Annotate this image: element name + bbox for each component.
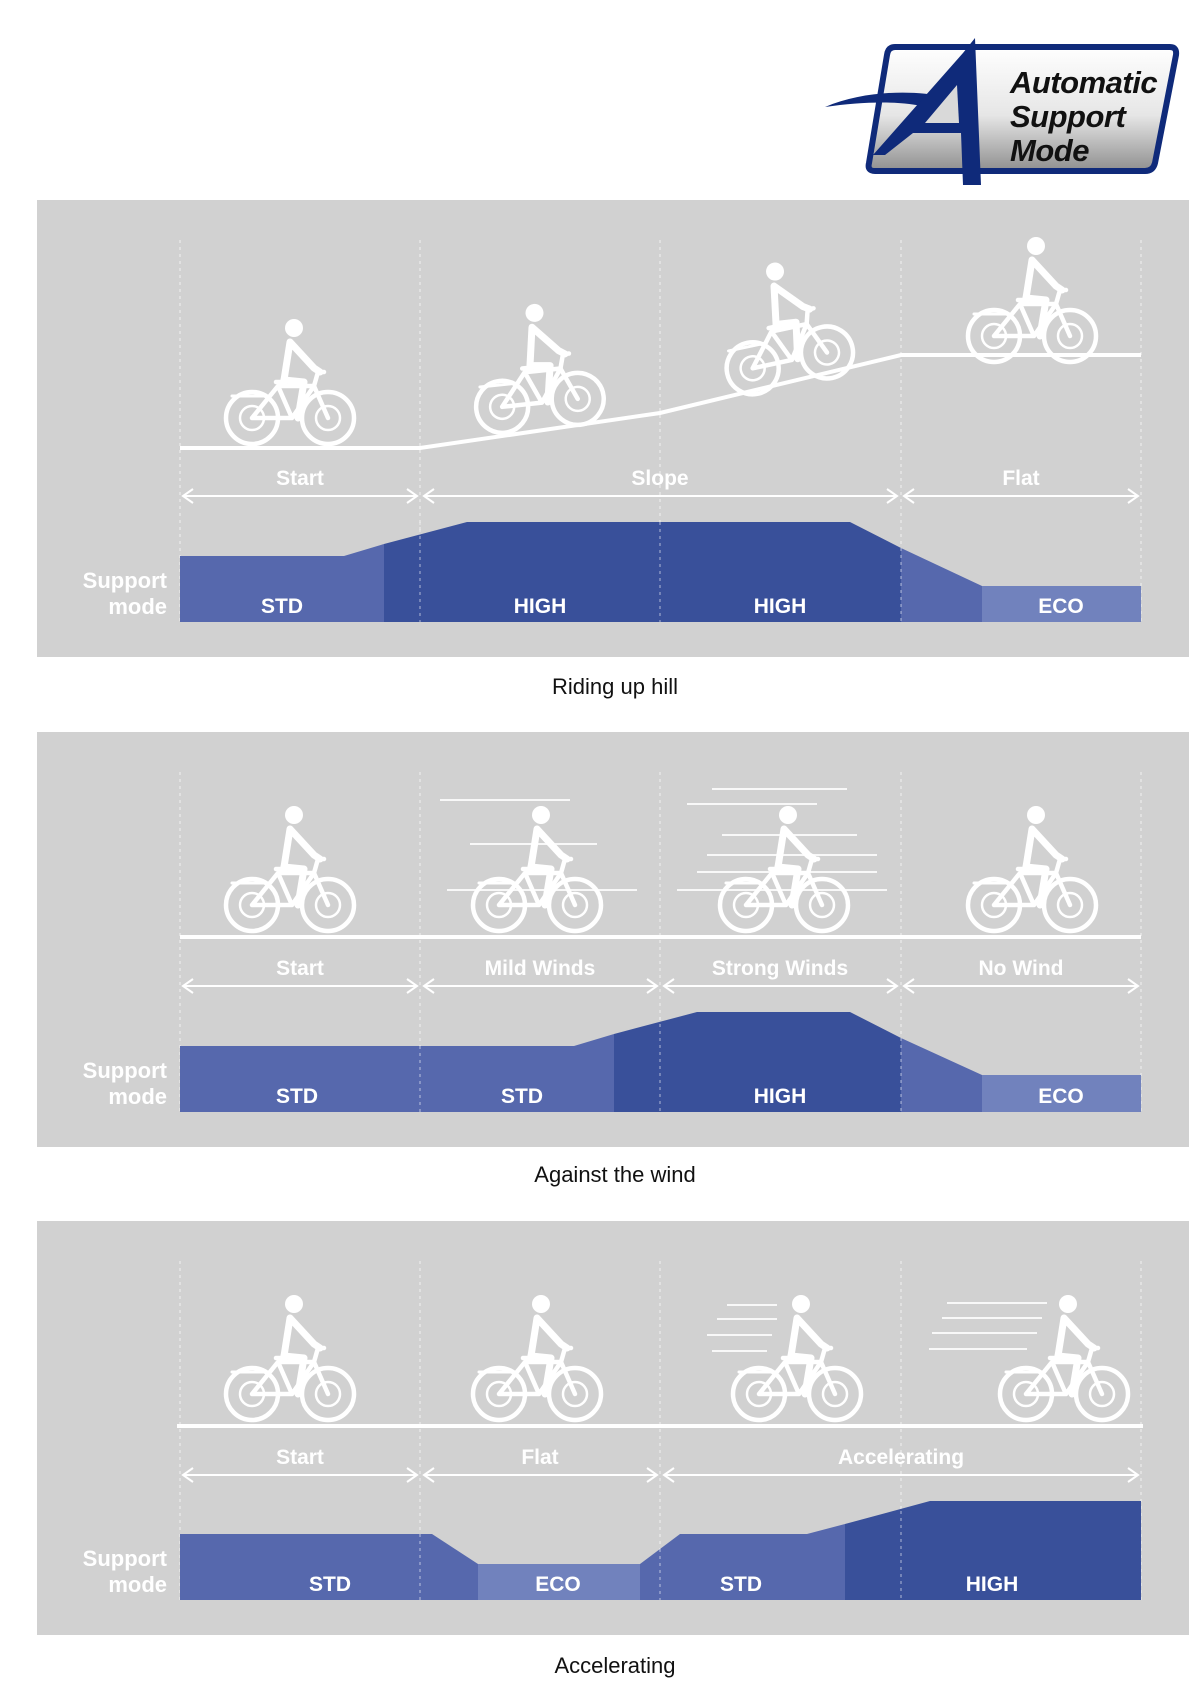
support-area-transition xyxy=(901,1038,982,1112)
support-mode-label-line-2: mode xyxy=(108,594,167,619)
support-area-std xyxy=(180,544,384,622)
mode-label-4: ECO xyxy=(1038,595,1084,618)
support-area-std xyxy=(180,1534,478,1600)
column-guides xyxy=(179,772,1142,1112)
segment-label-no-wind: No Wind xyxy=(979,957,1064,980)
cyclist-icon xyxy=(968,806,1096,931)
segment-label-start: Start xyxy=(276,467,324,490)
caption-accelerating: Accelerating xyxy=(554,1653,676,1678)
segment-label-strong-winds: Strong Winds xyxy=(712,957,848,980)
cyclist-icon xyxy=(226,806,354,931)
cyclist-wind-icon xyxy=(720,806,848,931)
mode-label-1: STD xyxy=(261,595,303,618)
support-area-eco xyxy=(478,1564,640,1600)
logo-title: Automatic Support Mode xyxy=(1010,66,1180,168)
automatic-support-mode-logo xyxy=(825,38,1180,185)
panel-against-the-wind: Start Mild Winds Strong Winds No Wind ST… xyxy=(37,732,1189,1147)
support-mode-label-line-1: Support xyxy=(83,1546,168,1571)
segment-arrows xyxy=(181,488,1140,504)
mode-label-3: HIGH xyxy=(754,595,807,618)
segment-label-start: Start xyxy=(276,1446,324,1469)
cyclist-icon xyxy=(466,298,606,436)
panel-riding-up-hill-diagram: Start Slope Flat STD HIGH HIGH ECO Suppo… xyxy=(83,200,1142,622)
mode-label-3: HIGH xyxy=(754,1085,807,1108)
caption-against-the-wind: Against the wind xyxy=(534,1162,696,1187)
support-area-high xyxy=(614,1012,901,1112)
column-guides xyxy=(179,1261,1142,1601)
panel-accelerating-diagram: Start Flat Accelerating STD ECO STD HIGH… xyxy=(83,1261,1143,1601)
segment-arrows xyxy=(181,1467,1140,1483)
segment-label-start: Start xyxy=(276,957,324,980)
column-guides xyxy=(179,240,1142,622)
cyclist-wind-icon xyxy=(473,806,601,931)
support-mode-label-line-1: Support xyxy=(83,1058,168,1083)
support-area-std xyxy=(180,1034,614,1112)
mode-label-2: STD xyxy=(501,1085,543,1108)
segment-label-slope: Slope xyxy=(631,467,688,490)
support-area-high xyxy=(845,1501,1141,1600)
panel-against-the-wind-diagram: Start Mild Winds Strong Winds No Wind ST… xyxy=(83,772,1142,1112)
segment-label-flat: Flat xyxy=(521,1446,558,1469)
segment-label-mild-winds: Mild Winds xyxy=(485,957,596,980)
cyclist-speed-icon xyxy=(733,1295,861,1420)
segment-label-accelerating: Accelerating xyxy=(838,1446,964,1469)
cyclist-icon xyxy=(968,237,1096,362)
segment-label-flat: Flat xyxy=(1002,467,1039,490)
support-area-eco xyxy=(982,586,1141,622)
mode-label-4: ECO xyxy=(1038,1085,1084,1108)
mode-label-2: HIGH xyxy=(514,595,567,618)
cyclist-icon xyxy=(226,319,354,444)
mode-label-2: ECO xyxy=(535,1573,581,1596)
cyclist-icon xyxy=(226,1295,354,1420)
logo-line-2: Support xyxy=(1010,99,1126,134)
cyclist-icon xyxy=(473,1295,601,1420)
panel-accelerating: Start Flat Accelerating STD ECO STD HIGH… xyxy=(37,1221,1189,1635)
mode-label-1: STD xyxy=(276,1085,318,1108)
panel-riding-up-hill: Start Slope Flat STD HIGH HIGH ECO Suppo… xyxy=(37,200,1189,657)
mode-label-4: HIGH xyxy=(966,1573,1019,1596)
support-area-high xyxy=(384,522,901,622)
support-area-std-2 xyxy=(640,1524,845,1600)
cyclist-speed-icon xyxy=(1000,1295,1128,1420)
terrain-line xyxy=(180,353,1141,450)
caption-riding-up-hill: Riding up hill xyxy=(552,674,678,699)
support-area-transition xyxy=(901,548,982,622)
support-mode-label-line-2: mode xyxy=(108,1572,167,1597)
logo-line-1: Automatic xyxy=(1010,65,1158,100)
support-area-eco xyxy=(982,1075,1141,1112)
mode-label-3: STD xyxy=(720,1573,762,1596)
segment-arrows xyxy=(181,978,1140,994)
speed-lines xyxy=(707,1302,1047,1352)
cyclist-icon xyxy=(707,250,858,399)
wind-lines-strong xyxy=(677,788,887,891)
logo-line-3: Mode xyxy=(1010,133,1089,168)
support-mode-label-line-1: Support xyxy=(83,568,168,593)
mode-label-1: STD xyxy=(309,1573,351,1596)
support-mode-label-line-2: mode xyxy=(108,1084,167,1109)
